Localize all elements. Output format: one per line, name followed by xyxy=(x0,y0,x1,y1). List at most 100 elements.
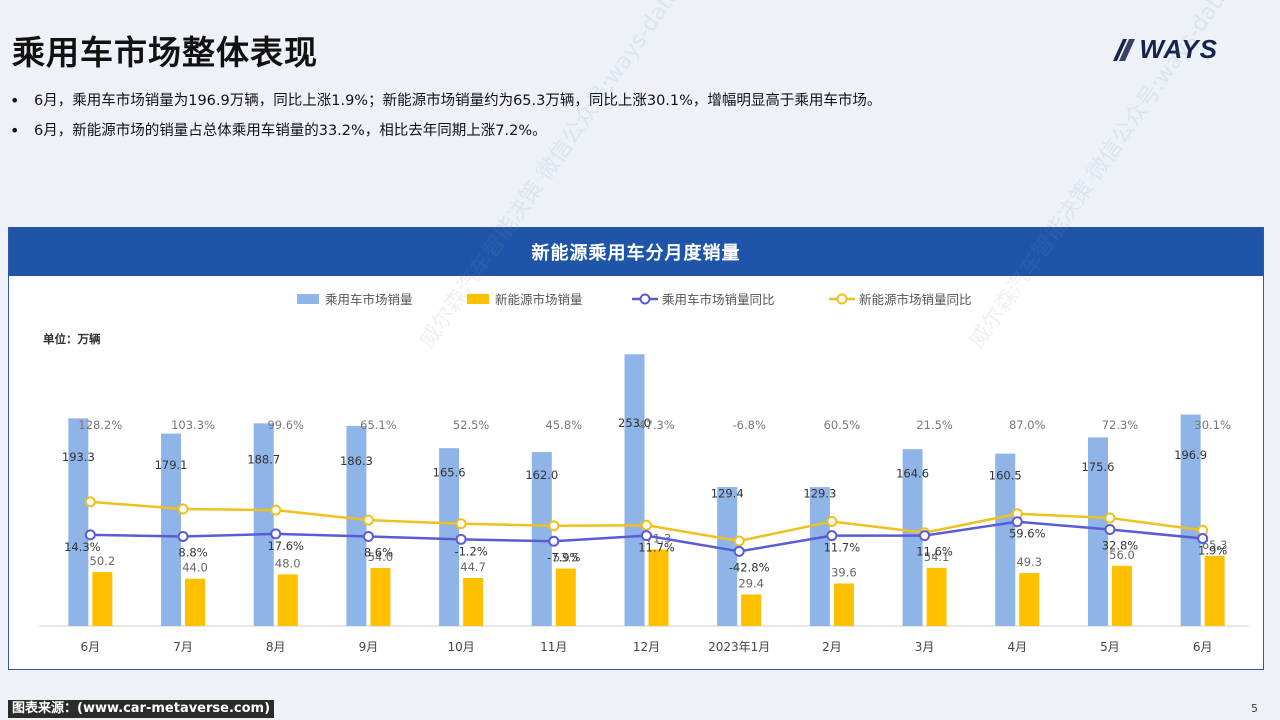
bar-nev-label: 44.7 xyxy=(460,560,486,574)
bar-total-label: 162.0 xyxy=(525,468,558,482)
bar-total-label: 253.0 xyxy=(618,416,651,430)
nev-yoy-label: -6.8% xyxy=(733,418,766,432)
nev-yoy-marker xyxy=(270,504,282,516)
bar-nev-market xyxy=(370,568,391,626)
bar-nev-market xyxy=(1204,555,1225,626)
nev-yoy-marker xyxy=(548,520,560,532)
bar-total-market xyxy=(624,354,645,626)
nev-yoy-marker xyxy=(641,519,652,531)
bar-total-market xyxy=(1180,414,1201,626)
total-yoy-label: 59.6% xyxy=(1009,527,1046,541)
nev-yoy-label: 72.3% xyxy=(1102,418,1139,432)
nev-yoy-marker xyxy=(84,496,96,508)
category-label: 10月 xyxy=(447,640,474,654)
total-yoy-label: 14.3% xyxy=(64,540,101,554)
bar-total-label: 129.3 xyxy=(803,486,836,500)
bar-total-label: 165.6 xyxy=(433,466,466,480)
nev-yoy-marker xyxy=(733,535,745,547)
category-label: 7月 xyxy=(173,640,193,654)
bar-total-label: 186.3 xyxy=(340,454,373,468)
bar-nev-market xyxy=(1019,573,1040,626)
nev-yoy-marker xyxy=(177,503,189,515)
bar-total-market xyxy=(995,453,1016,626)
bar-total-market xyxy=(439,448,460,626)
legend-marker xyxy=(836,293,848,305)
bar-total-label: 129.4 xyxy=(711,486,744,500)
category-label: 6月 xyxy=(1193,640,1213,654)
total-yoy-label: 11.6% xyxy=(916,545,953,559)
legend-label: 新能源市场销量 xyxy=(495,292,583,307)
nev-yoy-label: 60.5% xyxy=(824,418,861,432)
bar-nev-market xyxy=(185,578,206,626)
bar-nev-market xyxy=(926,567,947,626)
nev-yoy-label: 99.6% xyxy=(267,418,304,432)
summary-bullets: 6月，乘用车市场销量为196.9万辆，同比上涨1.9%；新能源市场销量约为65.… xyxy=(8,91,1258,151)
total-yoy-label: 1.9% xyxy=(1198,543,1227,557)
bar-nev-market xyxy=(833,583,854,626)
bar-nev-market xyxy=(555,568,576,626)
ways-logo-mark-icon xyxy=(1113,38,1136,61)
bar-nev-market xyxy=(741,594,762,626)
bar-total-label: 160.5 xyxy=(989,469,1022,483)
nev-yoy-label: 30.1% xyxy=(1194,418,1231,432)
category-label: 9月 xyxy=(359,640,379,654)
total-yoy-label: -1.2% xyxy=(454,544,487,558)
total-yoy-label: 32.8% xyxy=(1102,538,1139,552)
legend-label: 新能源市场销量同比 xyxy=(859,292,972,307)
nev-yoy-marker xyxy=(826,515,838,527)
slide-title: 乘用车市场整体表现 xyxy=(12,33,318,72)
total-yoy-marker xyxy=(1197,532,1209,544)
nev-yoy-label: 128.2% xyxy=(78,418,122,432)
legend-swatch xyxy=(467,294,489,304)
bar-nev-label: 54.1 xyxy=(924,550,950,564)
total-yoy-label: 17.6% xyxy=(267,539,304,553)
category-label: 6月 xyxy=(81,640,101,654)
category-label: 4月 xyxy=(1007,640,1027,654)
bar-nev-label: 54.0 xyxy=(368,550,394,564)
total-yoy-label: -42.8% xyxy=(729,560,770,574)
total-yoy-marker xyxy=(270,528,282,540)
legend-label: 乘用车市场销量 xyxy=(325,292,413,307)
bar-nev-label: 39.6 xyxy=(831,565,857,579)
nev-yoy-label: 103.3% xyxy=(171,418,215,432)
footer-source: 图表来源：(www.car-metaverse.com) xyxy=(8,700,275,718)
bar-nev-label: 48.0 xyxy=(275,556,301,570)
chart-title: 新能源乘用车分月度销量 xyxy=(9,228,1263,276)
nev-yoy-marker xyxy=(455,518,467,530)
nev-yoy-label: 52.5% xyxy=(453,418,490,432)
nev-yoy-label: 21.5% xyxy=(916,418,953,432)
bar-total-label: 196.9 xyxy=(1174,448,1207,462)
bar-total-market xyxy=(253,423,274,626)
category-label: 8月 xyxy=(266,640,286,654)
nev-yoy-label: 65.1% xyxy=(360,418,397,432)
bar-total-label: 193.3 xyxy=(62,450,95,464)
nev-yoy-marker xyxy=(1104,512,1116,524)
total-yoy-marker xyxy=(177,530,189,542)
bar-total-label: 164.6 xyxy=(896,466,929,480)
legend-swatch xyxy=(297,294,319,304)
logo-text: WAYS xyxy=(1139,34,1218,64)
bar-nev-label: 44.0 xyxy=(182,561,208,575)
bar-total-market xyxy=(717,487,738,626)
bar-total-market xyxy=(531,452,552,626)
bar-nev-market xyxy=(648,549,669,626)
category-label: 11月 xyxy=(540,640,567,654)
total-yoy-marker xyxy=(826,530,838,542)
category-label: 5月 xyxy=(1100,640,1120,654)
total-yoy-label: 8.8% xyxy=(178,545,207,559)
total-yoy-label: 8.6% xyxy=(364,546,393,560)
total-yoy-label: 11.7% xyxy=(638,541,675,555)
bar-nev-label: 56.0 xyxy=(1109,548,1135,562)
category-label: 2月 xyxy=(822,640,842,654)
page-number: 5 xyxy=(1251,702,1258,715)
bar-total-label: 188.7 xyxy=(247,453,280,467)
total-yoy-marker xyxy=(919,530,931,542)
bar-total-label: 175.6 xyxy=(1081,460,1114,474)
category-label: 3月 xyxy=(915,640,935,654)
nev-yoy-label: 45.8% xyxy=(546,418,583,432)
bar-total-market xyxy=(346,425,367,626)
nev-yoy-marker xyxy=(362,514,374,526)
total-yoy-marker xyxy=(84,529,96,541)
legend-marker xyxy=(639,293,651,305)
